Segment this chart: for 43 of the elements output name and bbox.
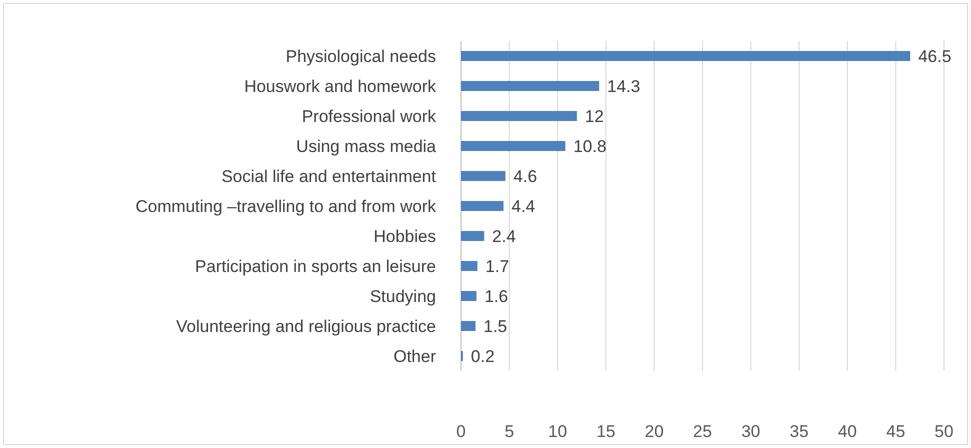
bar xyxy=(461,51,910,61)
bar xyxy=(461,141,566,151)
bar xyxy=(461,111,577,121)
y-tick-label: Other xyxy=(393,346,436,366)
data-label: 4.4 xyxy=(512,196,536,216)
x-tick-label: 5 xyxy=(504,422,514,441)
y-tick-label: Hobbies xyxy=(374,226,436,246)
bar xyxy=(461,81,600,91)
x-tick-label: 35 xyxy=(790,422,809,441)
data-label: 1.7 xyxy=(485,256,510,276)
data-label: 4.6 xyxy=(513,166,538,186)
bar xyxy=(461,231,484,241)
data-label: 0.2 xyxy=(470,346,495,366)
y-tick-label: Using mass media xyxy=(296,136,437,156)
y-tick-label: Social life and entertainment xyxy=(221,166,436,186)
data-label: 1.5 xyxy=(483,316,508,336)
bar xyxy=(461,201,504,211)
y-tick-label: Professional work xyxy=(302,106,436,126)
y-tick-label: Volunteering and religious practice xyxy=(176,316,436,336)
y-tick-label: Physiological needs xyxy=(286,46,436,66)
x-tick-label: 25 xyxy=(693,422,712,441)
bar xyxy=(461,291,476,301)
x-tick-label: 40 xyxy=(838,422,857,441)
x-tick-label: 50 xyxy=(934,422,954,441)
x-tick-label: 0 xyxy=(456,422,466,441)
data-label: 46.5 xyxy=(918,46,952,66)
data-label: 14.3 xyxy=(607,76,640,96)
x-tick-label: 45 xyxy=(886,422,906,441)
data-label: 2.4 xyxy=(492,226,516,246)
x-tick-label: 20 xyxy=(644,422,664,441)
bar xyxy=(461,261,478,271)
data-label: 1.6 xyxy=(484,286,508,306)
x-tick-label: 15 xyxy=(596,422,616,441)
y-tick-label: Houswork and homework xyxy=(244,76,436,96)
bar xyxy=(461,321,476,331)
data-label: 12 xyxy=(584,106,604,126)
x-tick-label: 10 xyxy=(548,422,568,441)
x-tick-label: 30 xyxy=(741,422,760,441)
y-tick-label: Participation in sports an leisure xyxy=(195,256,436,276)
y-tick-label: Studying xyxy=(370,286,436,306)
y-tick-label: Commuting –travelling to and from work xyxy=(136,196,436,216)
data-label: 10.8 xyxy=(573,136,606,156)
bar xyxy=(461,171,506,181)
